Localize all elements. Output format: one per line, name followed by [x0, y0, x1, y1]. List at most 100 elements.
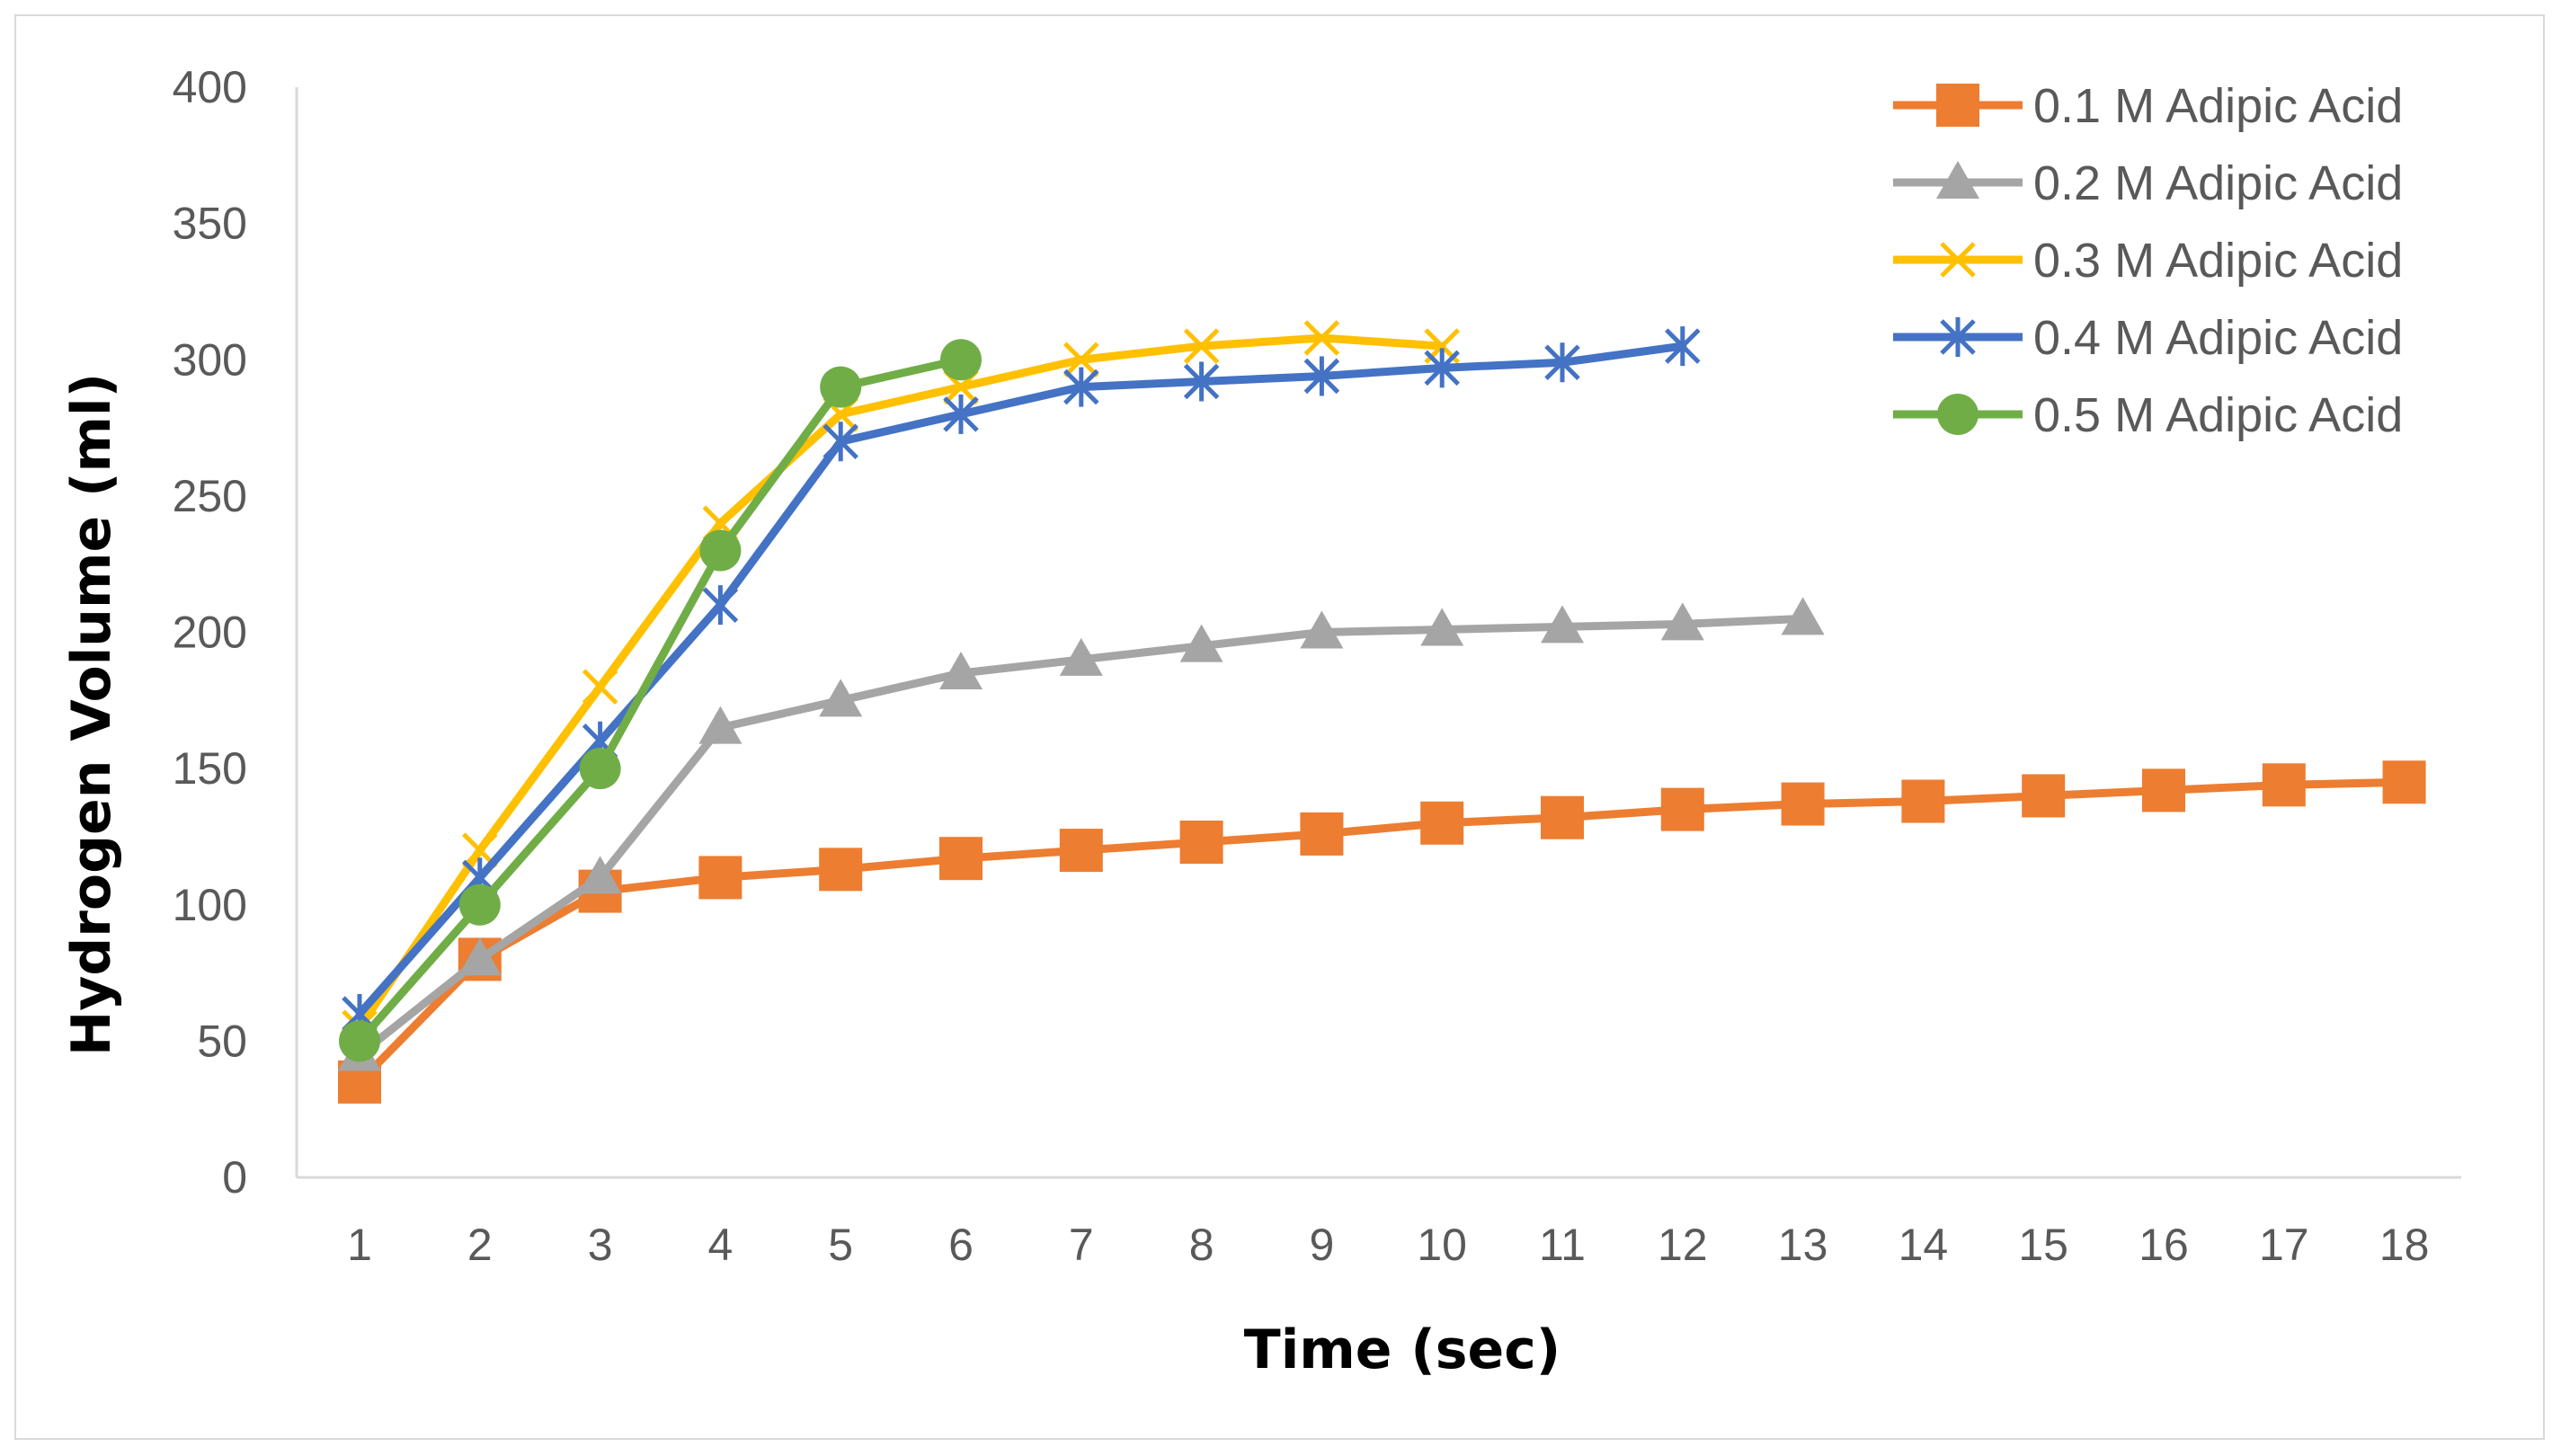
- series-0-5M: [339, 339, 982, 1062]
- y-tick-label: 150: [173, 743, 247, 794]
- data-point: [2022, 774, 2066, 818]
- y-tick-label: 300: [173, 334, 247, 385]
- x-tick-label: 2: [467, 1220, 493, 1270]
- data-point: [1420, 608, 1464, 646]
- legend-entry: 0.4 M Adipic Acid: [1893, 311, 2403, 365]
- data-point: [699, 529, 742, 572]
- data-point: [823, 422, 858, 462]
- data-point: [1183, 328, 1220, 364]
- data-point: [1541, 795, 1584, 839]
- legend-marker: [1936, 161, 1979, 199]
- series-0-4M: [342, 326, 1701, 1034]
- data-point: [582, 669, 618, 705]
- legend-marker: [1936, 84, 1979, 127]
- y-tick-label: 400: [173, 62, 247, 112]
- y-tick-label: 50: [197, 1016, 247, 1066]
- data-point: [2262, 763, 2306, 807]
- data-point: [1183, 361, 1220, 402]
- legend-label: 0.3 M Adipic Acid: [2033, 234, 2403, 288]
- series-layer: [338, 320, 2426, 1104]
- data-point: [458, 937, 502, 976]
- data-point: [1660, 787, 1704, 831]
- data-point: [1544, 342, 1580, 383]
- y-axis-title: Hydrogen Volume (ml): [60, 373, 123, 1056]
- data-point: [2382, 760, 2426, 804]
- data-point: [939, 651, 983, 689]
- data-point: [819, 848, 863, 892]
- data-point: [1424, 348, 1460, 388]
- data-point: [698, 706, 743, 744]
- x-tick-label: 13: [1778, 1220, 1828, 1270]
- series-line-0-5M: [355, 355, 965, 1045]
- x-tick-label: 9: [1309, 1220, 1334, 1270]
- x-axis-title: Time (sec): [1244, 1318, 1561, 1381]
- data-point: [1420, 801, 1464, 845]
- x-tick-label: 18: [2379, 1220, 2430, 1270]
- x-tick-label: 12: [1658, 1220, 1708, 1270]
- data-point: [702, 585, 739, 626]
- data-point: [339, 1020, 380, 1062]
- x-tick-label: 3: [588, 1220, 613, 1270]
- legend-entry: 0.1 M Adipic Acid: [1893, 79, 2403, 133]
- data-point: [1059, 829, 1103, 873]
- data-point: [2142, 768, 2185, 812]
- legend-entry: 0.2 M Adipic Acid: [1893, 156, 2403, 210]
- data-point: [1059, 637, 1103, 676]
- x-tick-label: 17: [2259, 1220, 2309, 1270]
- data-point: [1303, 356, 1340, 396]
- x-tick-label: 5: [828, 1220, 853, 1270]
- legend-label: 0.2 M Adipic Acid: [2033, 156, 2403, 210]
- data-point: [1063, 342, 1099, 378]
- data-point: [1781, 782, 1825, 826]
- legend: 0.1 M Adipic Acid 0.2 M Adipic Acid 0.3 M …: [1893, 79, 2403, 442]
- x-tick-label: 11: [1539, 1220, 1586, 1270]
- x-tick-label: 1: [347, 1220, 372, 1270]
- y-tick-label: 200: [173, 608, 247, 658]
- y-tick-label: 350: [173, 199, 247, 249]
- x-tick-label: 10: [1417, 1220, 1467, 1270]
- data-point: [1179, 624, 1223, 662]
- y-tick-label: 100: [173, 880, 247, 930]
- x-tick-label: 8: [1189, 1220, 1214, 1270]
- data-point: [1665, 326, 1701, 367]
- x-tick-label: 6: [948, 1220, 974, 1270]
- series-line-0-1M: [355, 777, 2409, 1087]
- data-point: [939, 837, 983, 881]
- data-point: [940, 339, 982, 381]
- x-tick-label: 4: [707, 1220, 733, 1270]
- data-point: [819, 679, 863, 717]
- series-0-3M: [342, 320, 1460, 1045]
- y-tick-label: 250: [173, 471, 247, 521]
- x-tick-label: 16: [2139, 1220, 2189, 1270]
- legend-label: 0.1 M Adipic Acid: [2033, 79, 2403, 133]
- legend-marker: [1937, 394, 1979, 435]
- series-0-1M: [338, 760, 2426, 1104]
- data-point: [1063, 367, 1099, 407]
- series-line-0-3M: [355, 333, 1446, 1032]
- legend-label: 0.4 M Adipic Acid: [2033, 311, 2403, 365]
- data-point: [1901, 779, 1945, 823]
- x-tick-label: 7: [1069, 1220, 1094, 1270]
- legend-entry: 0.5 M Adipic Acid: [1893, 388, 2403, 442]
- legend-entry: 0.3 M Adipic Acid: [1893, 234, 2403, 288]
- x-tick-label: 14: [1899, 1220, 1949, 1270]
- data-point: [1660, 602, 1704, 641]
- data-point: [579, 748, 621, 790]
- legend-marker: [1940, 317, 1976, 357]
- legend-label: 0.5 M Adipic Acid: [2033, 388, 2403, 442]
- data-point: [1300, 610, 1344, 649]
- data-point: [578, 856, 622, 894]
- x-tick-label: 15: [2018, 1220, 2068, 1270]
- data-point: [820, 366, 862, 408]
- data-point: [1541, 605, 1584, 644]
- data-point: [458, 883, 501, 926]
- data-point: [1303, 320, 1340, 356]
- data-point: [698, 856, 743, 900]
- data-point: [943, 394, 979, 434]
- data-point: [1781, 597, 1825, 635]
- data-point: [1300, 812, 1344, 856]
- data-point: [1179, 821, 1223, 865]
- legend-marker: [1940, 242, 1976, 278]
- chart-frame: [14, 14, 2545, 1440]
